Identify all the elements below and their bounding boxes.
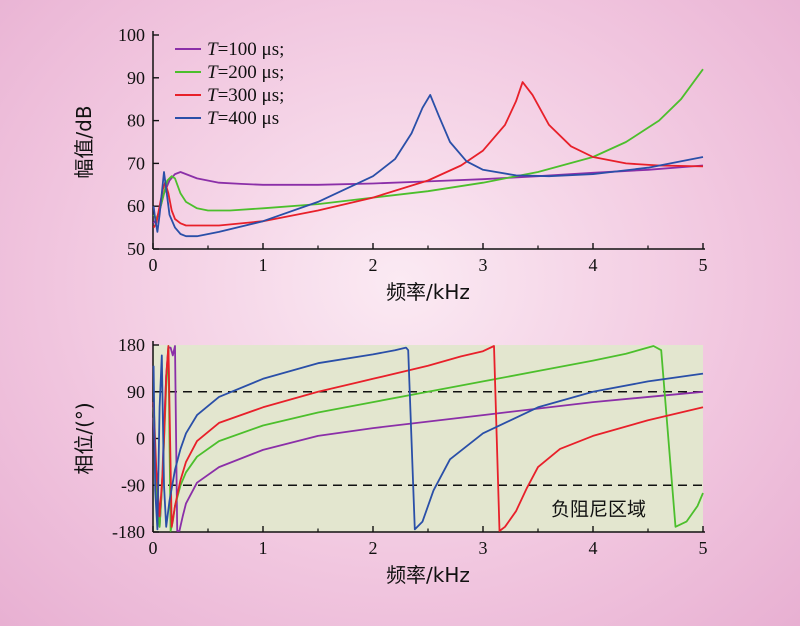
x-tick-label: 0 (149, 255, 158, 275)
x-tick-label: 4 (589, 255, 598, 275)
y-tick-label: 100 (118, 25, 145, 45)
x-tick-label: 5 (699, 538, 708, 558)
series-line-4 (152, 94, 704, 238)
x-axis-label: 频率/kHz (386, 280, 470, 304)
series-line-1 (152, 164, 704, 224)
x-tick-label: 1 (259, 538, 268, 558)
y-tick-label: -90 (121, 475, 145, 495)
y-axis-label: 幅值/dB (72, 105, 96, 178)
legend-label-2: T=200 μs; (207, 62, 284, 83)
x-tick-label: 4 (589, 538, 598, 558)
y-axis-label: 相位/(°) (72, 402, 96, 474)
x-tick-label: 5 (699, 255, 708, 275)
series-line-4 (152, 346, 704, 531)
legend-label-3: T=300 μs; (207, 85, 284, 106)
legend-label-4: T=400 μs (207, 108, 279, 129)
y-tick-label: 180 (118, 335, 145, 355)
y-tick-label: 80 (127, 111, 145, 131)
y-tick-label: 90 (127, 382, 145, 402)
shaded-region (153, 345, 703, 532)
x-tick-label: 1 (259, 255, 268, 275)
y-tick-label: 90 (127, 68, 145, 88)
y-tick-label: 70 (127, 153, 145, 173)
phase-chart: 0 1 2 3 4 5 -180 -90 0 90 180 频率/kHz 相位/(°) 负阻尼区域 (72, 335, 708, 587)
y-tick-label: 0 (136, 429, 145, 449)
x-tick-label: 0 (149, 538, 158, 558)
x-tick-label: 2 (369, 538, 378, 558)
x-axis-label: 频率/kHz (386, 563, 470, 587)
x-tick-label: 3 (479, 255, 488, 275)
y-tick-label: 60 (127, 196, 145, 216)
x-tick-label: 3 (479, 538, 488, 558)
series-line-3 (152, 345, 704, 532)
shaded-region-label: 负阻尼区域 (551, 498, 646, 520)
legend-label-1: T=100 μs; (207, 39, 284, 60)
y-tick-label: 50 (127, 239, 145, 259)
y-tick-label: -180 (112, 522, 145, 542)
x-tick-label: 2 (369, 255, 378, 275)
